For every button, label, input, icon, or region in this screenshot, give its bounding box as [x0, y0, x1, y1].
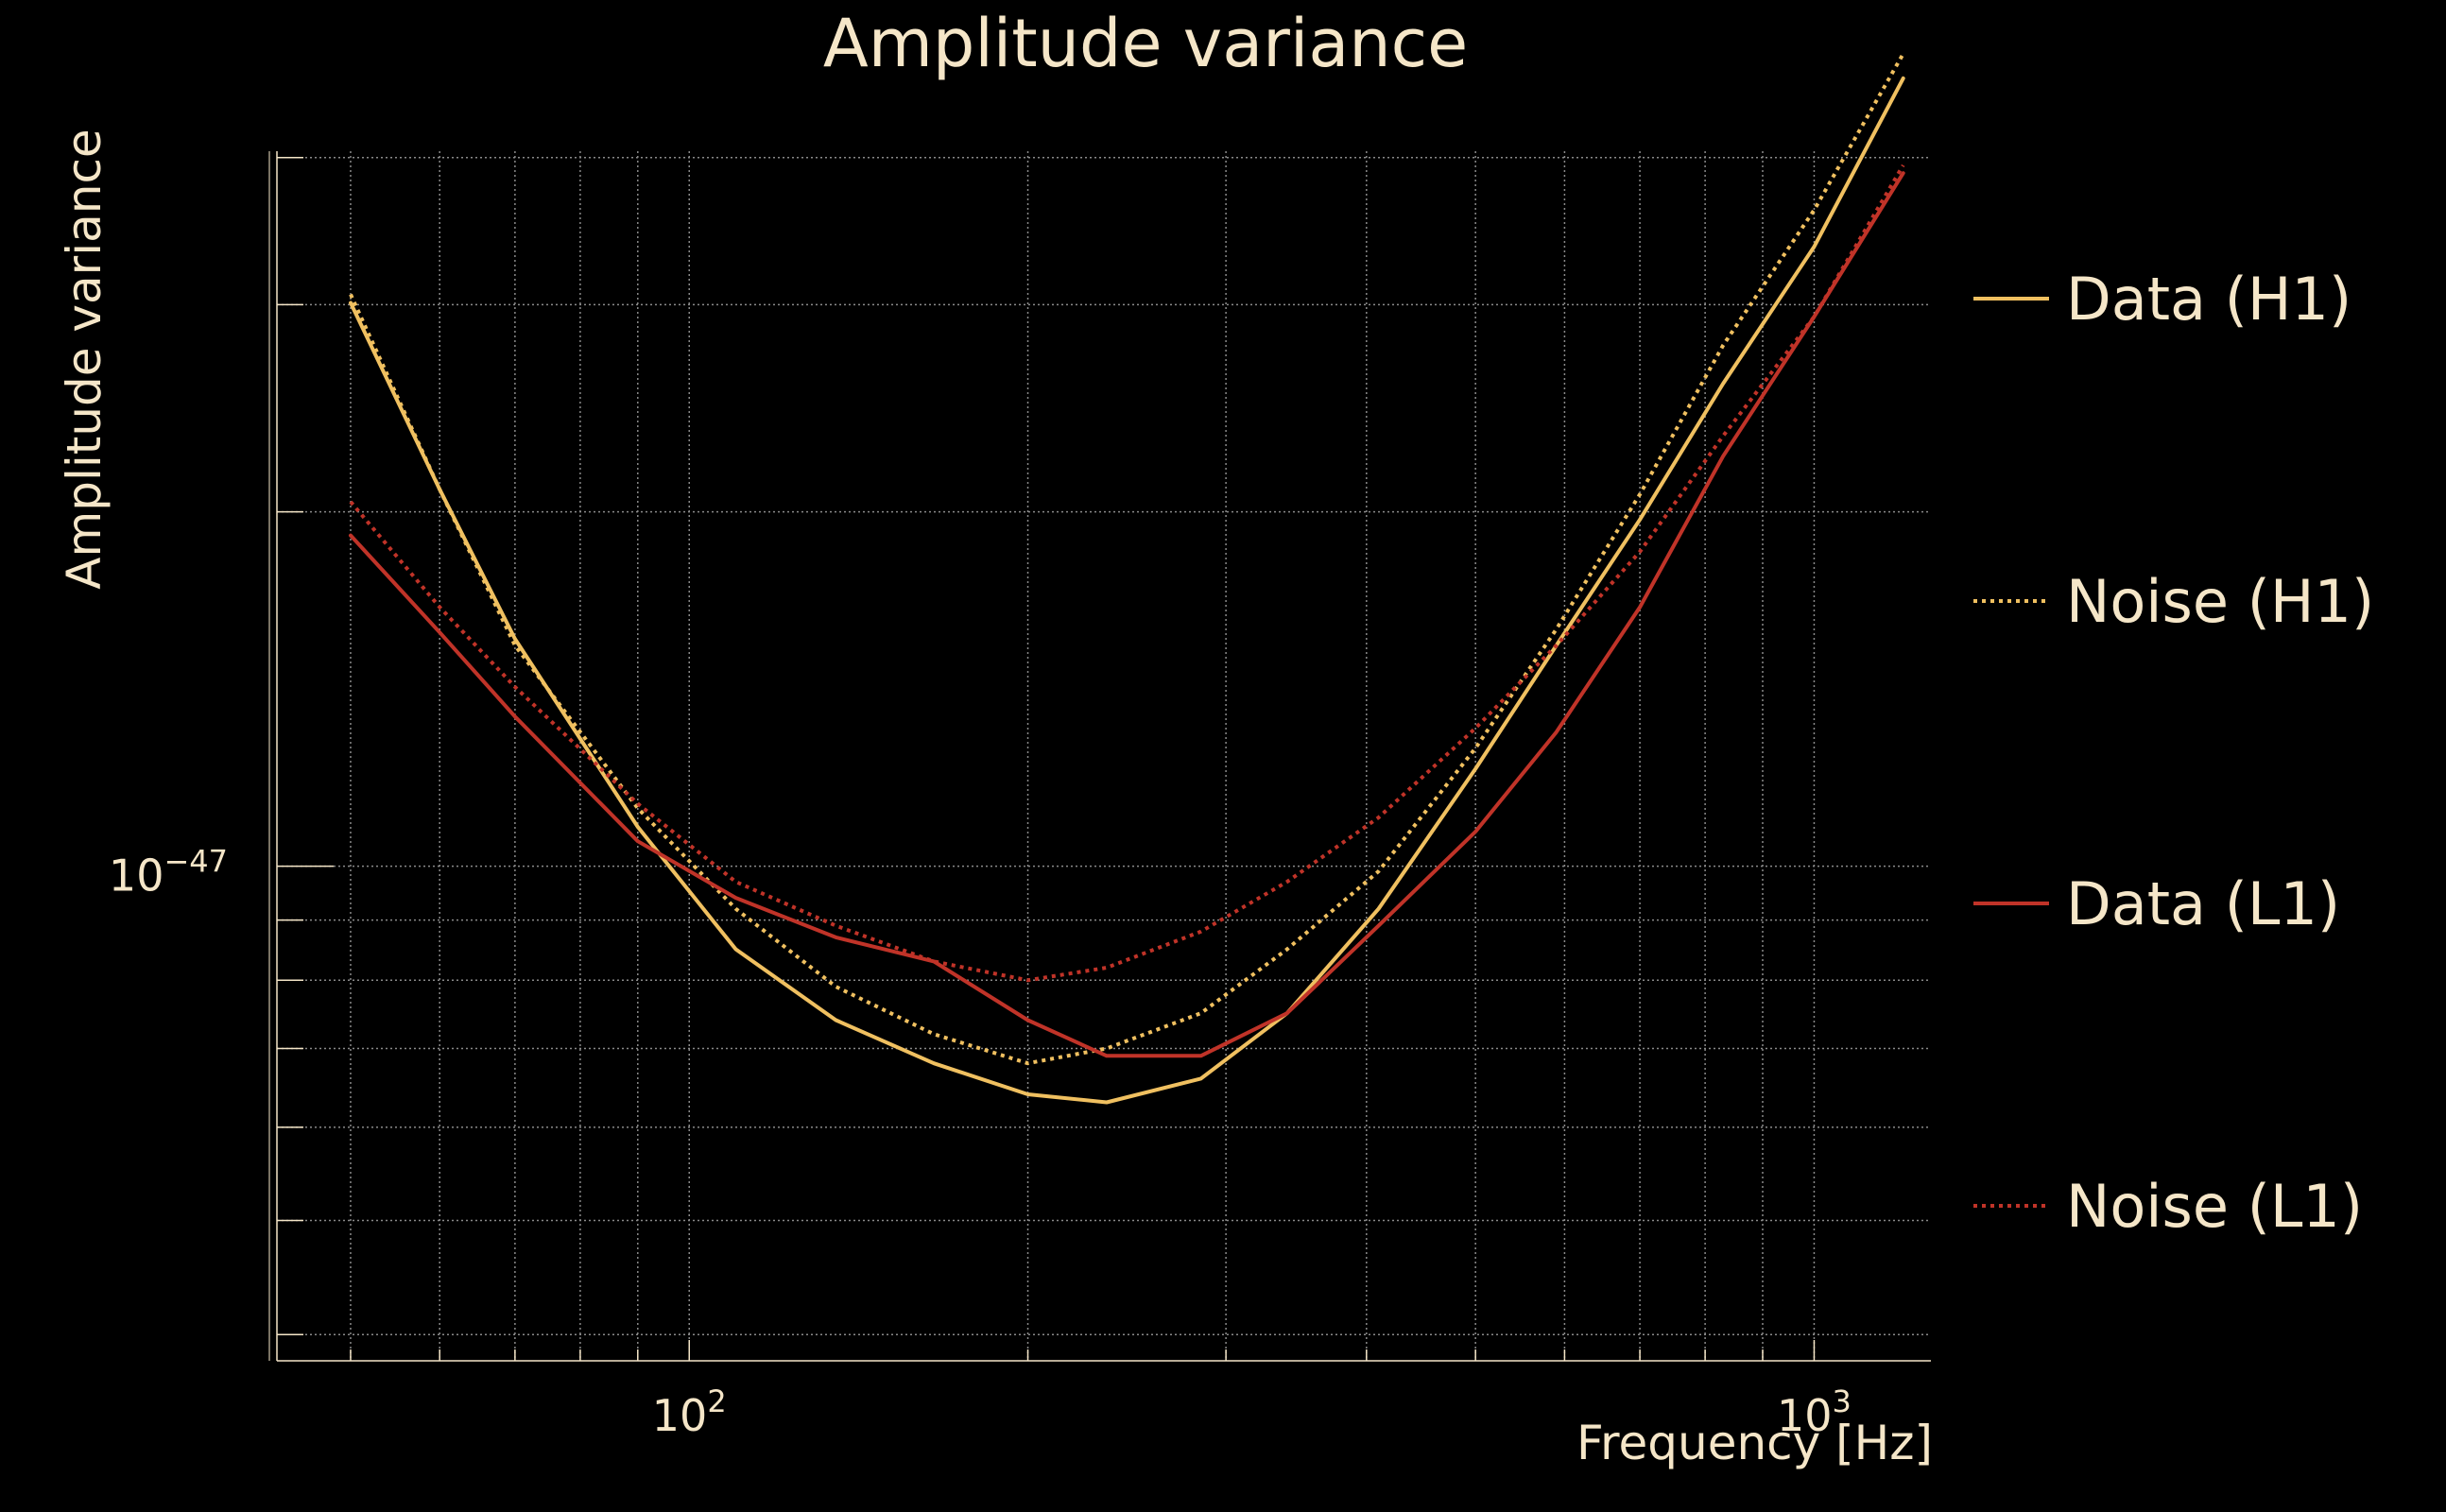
axes: 102 103 10−47 — [109, 151, 1931, 1441]
series-lines — [349, 52, 1905, 1105]
legend-label: Data (H1) — [2066, 265, 2351, 334]
legend-label: Noise (H1) — [2066, 567, 2374, 636]
series-line-data-h1 — [349, 76, 1905, 1105]
y-tick-label: 10−47 — [109, 844, 228, 902]
y-axis-label: Amplitude variance — [57, 129, 112, 589]
legend-label: Noise (L1) — [2066, 1172, 2363, 1241]
legend-label: Data (L1) — [2066, 869, 2340, 938]
x-axis-label: Frequency [Hz] — [1576, 1416, 1933, 1470]
x-tick-label: 102 — [652, 1383, 727, 1441]
chart-title: Amplitude variance — [823, 5, 1468, 82]
legend: Data (H1) Noise (H1) Data (L1) Noise (L1) — [1973, 265, 2374, 1241]
x-tick-label: 103 — [1777, 1383, 1852, 1441]
series-line-data-l1 — [349, 171, 1905, 1058]
